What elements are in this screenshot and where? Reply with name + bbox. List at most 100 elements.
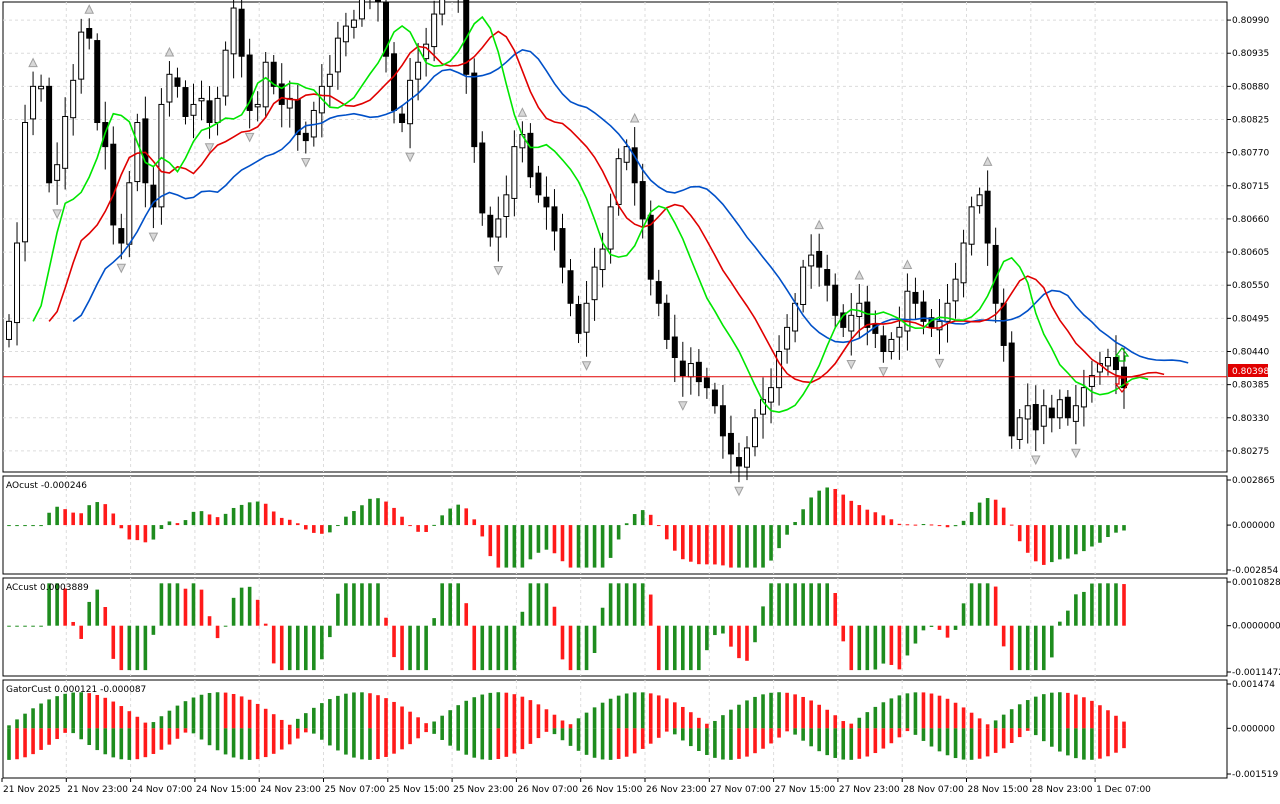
histogram-bar [39,625,43,627]
fractal-down-icon [878,367,889,377]
histogram-bar [648,728,653,744]
histogram-bar [143,525,148,543]
histogram-bar [352,511,356,526]
ma-green-line [32,15,1149,414]
histogram-bar [993,499,998,526]
histogram-bar [777,583,781,626]
candle-body [1008,342,1015,437]
histogram-bar [568,728,573,746]
candle-body [511,146,518,199]
histogram-bar [504,728,509,757]
gator-panel-label: GatorCust 0.000121 -0.000087 [6,685,146,695]
candle-body [1032,404,1039,431]
histogram-bar [608,728,613,760]
osc-tick-label: 0.000000 [1232,724,1275,734]
fractal-down-icon [300,158,311,168]
candle-body [126,182,133,245]
histogram-bar [1114,583,1118,626]
histogram-bar [536,728,541,739]
histogram-bar [215,625,220,639]
histogram-bar [31,525,35,527]
histogram-bar [520,696,525,729]
x-tick-label: 28 Nov 23:00 [1032,785,1093,795]
x-tick-label: 21 Nov 2025 [3,785,61,795]
histogram-bar [239,504,244,526]
histogram-bar [1025,625,1030,671]
up-arrow-icon [1114,347,1130,362]
candle-body [1064,396,1071,419]
candle-body [431,13,438,48]
histogram-bar [689,625,693,671]
osc-tick-label: 0.002865 [1232,476,1275,486]
histogram-bar [279,517,284,526]
histogram-bar [175,523,180,526]
candle-body [968,206,975,245]
histogram-bar [1017,728,1022,738]
price-tick-label: 0.80935 [1232,49,1269,59]
histogram-bar [416,717,420,729]
histogram-bar [697,717,701,729]
price-panel-frame [2,1,1228,473]
histogram-bar [705,728,709,755]
candle-body [832,284,839,316]
histogram-bar [424,525,428,532]
x-tick-label: 28 Nov 15:00 [968,785,1029,795]
histogram-bar [632,514,637,526]
histogram-bar [1082,728,1086,760]
histogram-bar [71,692,75,729]
price-tick-label: 0.80770 [1232,149,1269,159]
candle-body [768,387,775,403]
x-tick-label: 28 Nov 07:00 [903,785,964,795]
histogram-bar [159,583,164,626]
histogram-bar [191,583,196,626]
histogram-bar [151,625,156,635]
histogram-bar [408,711,412,729]
histogram-bar [929,728,934,747]
candle-body [391,53,398,111]
price-tick-label: 0.80495 [1232,314,1269,324]
candle-body [615,158,622,205]
histogram-bar [496,728,501,760]
histogram-bar [303,625,308,671]
histogram-bar [448,583,452,626]
candle-body [342,25,349,43]
price-tick-label: 0.80990 [1232,16,1269,26]
histogram-bar [295,718,300,729]
candle-body [350,19,357,28]
histogram-bar [961,603,966,626]
candle-body [904,290,911,332]
histogram-bar [608,583,613,626]
histogram-bar [344,516,348,526]
histogram-bar [1098,525,1102,543]
candle-body [687,363,694,378]
histogram-bar [175,583,180,626]
histogram-bar [328,525,332,533]
candle-body [302,132,309,142]
histogram-bar [1001,714,1006,729]
price-tick-label: 0.80550 [1232,281,1269,291]
histogram-bar [849,500,854,526]
histogram-bar [312,728,316,734]
histogram-bar [1114,728,1118,753]
fractal-down-icon [678,401,688,411]
candle-body [1112,357,1119,371]
histogram-bar [977,718,982,729]
candle-body [936,320,943,331]
histogram-bar [167,583,172,626]
candle-body [551,206,558,232]
histogram-bar [1106,525,1110,538]
histogram-bar [247,502,252,526]
histogram-bar [223,728,228,755]
fractal-up-icon [629,112,640,123]
histogram-bar [376,728,380,760]
histogram-bar [55,728,59,740]
histogram-bar [865,625,870,671]
histogram-bar [384,501,388,526]
histogram-bar [552,728,557,735]
histogram-bar [705,625,709,651]
histogram-bar [247,586,252,626]
histogram-bar [1017,704,1022,729]
histogram-bar [303,713,308,729]
